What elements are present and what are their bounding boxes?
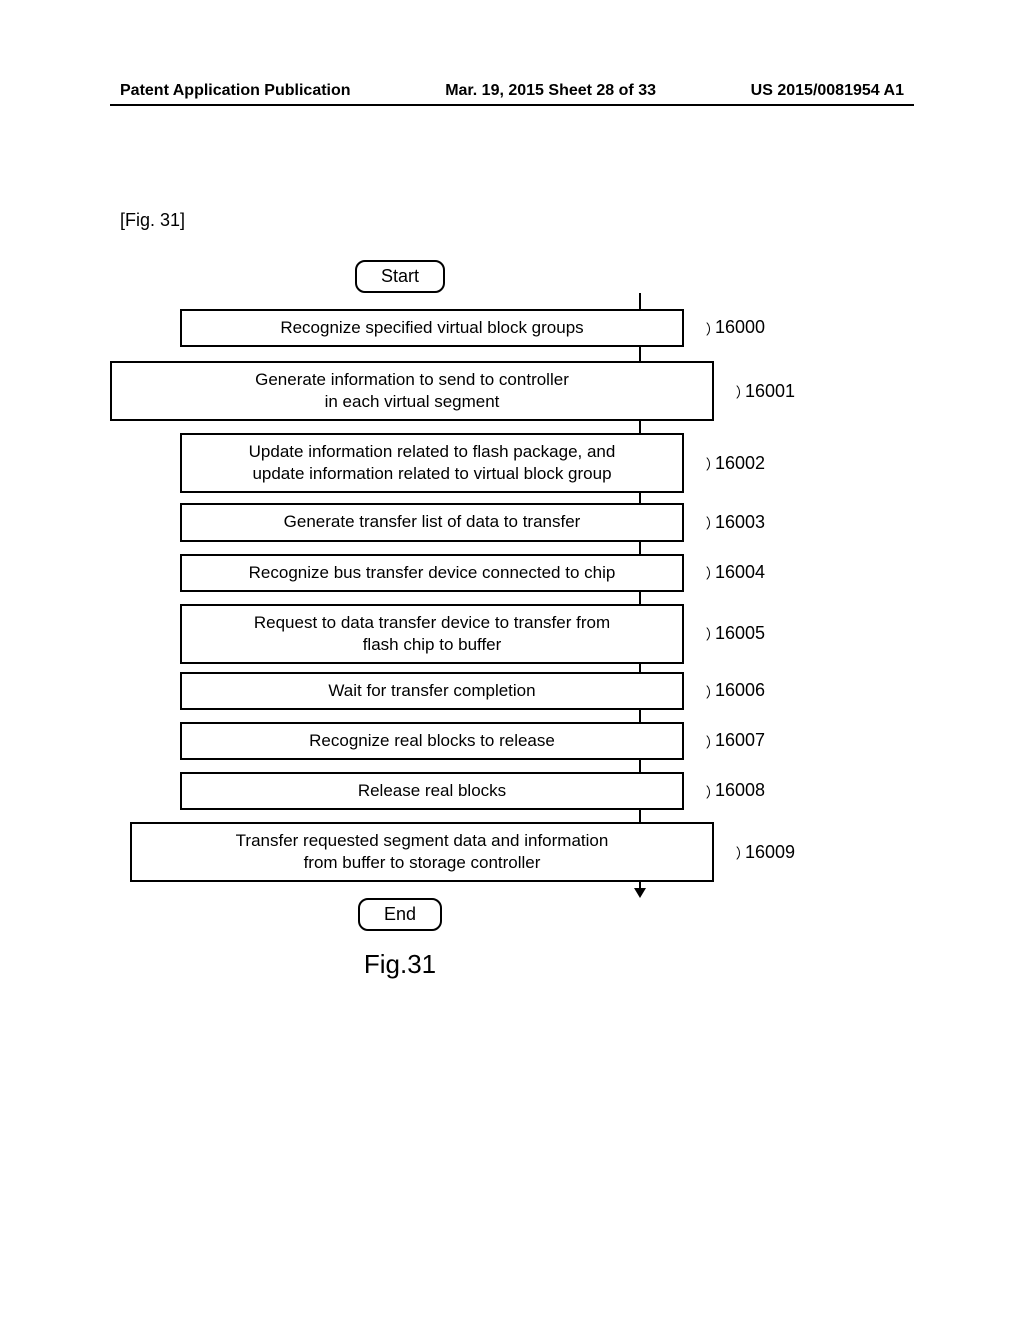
connector bbox=[639, 493, 641, 503]
page-header: Patent Application Publication Mar. 19, … bbox=[0, 82, 1024, 100]
connector bbox=[639, 710, 641, 722]
step-reference: ⌒ 16003 bbox=[694, 512, 765, 533]
connector bbox=[639, 592, 641, 604]
connector bbox=[639, 542, 641, 554]
connector bbox=[639, 810, 641, 822]
flowchart-box: Generate transfer list of data to transf… bbox=[180, 503, 684, 541]
step-reference: ⌒ 16008 bbox=[694, 780, 765, 801]
start-wrap: Start bbox=[300, 260, 500, 293]
reference-number: 16001 bbox=[740, 381, 795, 401]
connector bbox=[639, 421, 641, 433]
flowchart: Start Recognize specified virtual block … bbox=[140, 260, 820, 980]
reference-number: 16008 bbox=[710, 780, 765, 800]
figure-label: [Fig. 31] bbox=[120, 210, 185, 231]
flowchart-box: Request to data transfer device to trans… bbox=[180, 604, 684, 664]
flowchart-step: Update information related to flash pack… bbox=[140, 433, 820, 493]
flowchart-step: Generate transfer list of data to transf… bbox=[140, 503, 820, 541]
reference-connector-icon: ⌒ bbox=[693, 457, 713, 471]
step-reference: ⌒ 16004 bbox=[694, 562, 765, 583]
reference-connector-icon: ⌒ bbox=[693, 322, 713, 336]
step-reference: ⌒ 16002 bbox=[694, 453, 765, 474]
flowchart-step: Recognize real blocks to release ⌒ 16007 bbox=[140, 722, 820, 760]
reference-connector-icon: ⌒ bbox=[723, 846, 743, 860]
step-reference: ⌒ 16009 bbox=[724, 842, 795, 863]
flowchart-step: Recognize bus transfer device connected … bbox=[140, 554, 820, 592]
reference-connector-icon: ⌒ bbox=[723, 385, 743, 399]
connector bbox=[639, 664, 641, 672]
arrow-down-icon bbox=[634, 888, 646, 898]
reference-number: 16004 bbox=[710, 562, 765, 582]
flowchart-step: Recognize specified virtual block groups… bbox=[140, 309, 820, 347]
reference-number: 16002 bbox=[710, 453, 765, 473]
flowchart-step: Wait for transfer completion ⌒ 16006 bbox=[140, 672, 820, 710]
reference-number: 16009 bbox=[740, 842, 795, 862]
connector bbox=[639, 293, 641, 309]
header-left: Patent Application Publication bbox=[120, 82, 351, 100]
flowchart-box: Recognize real blocks to release bbox=[180, 722, 684, 760]
flowchart-box: Update information related to flash pack… bbox=[180, 433, 684, 493]
reference-connector-icon: ⌒ bbox=[693, 685, 713, 699]
end-wrap: End bbox=[300, 898, 500, 931]
header-center: Mar. 19, 2015 Sheet 28 of 33 bbox=[445, 82, 656, 100]
end-terminal: End bbox=[358, 898, 442, 931]
reference-connector-icon: ⌒ bbox=[693, 516, 713, 530]
reference-connector-icon: ⌒ bbox=[693, 566, 713, 580]
reference-number: 16003 bbox=[710, 512, 765, 532]
reference-connector-icon: ⌒ bbox=[693, 627, 713, 641]
start-terminal: Start bbox=[355, 260, 445, 293]
reference-connector-icon: ⌒ bbox=[693, 785, 713, 799]
step-reference: ⌒ 16005 bbox=[694, 623, 765, 644]
reference-number: 16000 bbox=[710, 317, 765, 337]
flowchart-box: Generate information to send to controll… bbox=[110, 361, 714, 421]
flowchart-box: Recognize specified virtual block groups bbox=[180, 309, 684, 347]
connector bbox=[639, 760, 641, 772]
flowchart-step: Transfer requested segment data and info… bbox=[140, 822, 820, 882]
step-reference: ⌒ 16000 bbox=[694, 317, 765, 338]
step-reference: ⌒ 16006 bbox=[694, 680, 765, 701]
step-reference: ⌒ 16007 bbox=[694, 730, 765, 751]
flowchart-step: Generate information to send to controll… bbox=[140, 361, 820, 421]
flowchart-box: Release real blocks bbox=[180, 772, 684, 810]
reference-number: 16007 bbox=[710, 730, 765, 750]
figure-caption: Fig.31 bbox=[300, 949, 500, 980]
reference-connector-icon: ⌒ bbox=[693, 735, 713, 749]
header-right: US 2015/0081954 A1 bbox=[751, 82, 904, 100]
connector bbox=[639, 347, 641, 361]
flowchart-step: Request to data transfer device to trans… bbox=[140, 604, 820, 664]
flowchart-box: Recognize bus transfer device connected … bbox=[180, 554, 684, 592]
flowchart-box: Wait for transfer completion bbox=[180, 672, 684, 710]
header-rule bbox=[110, 104, 914, 106]
flowchart-box: Transfer requested segment data and info… bbox=[130, 822, 714, 882]
flowchart-step: Release real blocks ⌒ 16008 bbox=[140, 772, 820, 810]
step-reference: ⌒ 16001 bbox=[724, 381, 795, 402]
reference-number: 16006 bbox=[710, 680, 765, 700]
reference-number: 16005 bbox=[710, 623, 765, 643]
